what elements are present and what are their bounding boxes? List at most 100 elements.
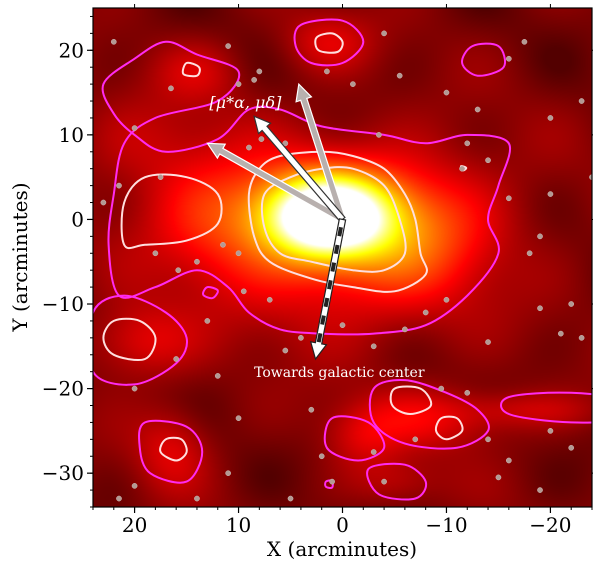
- star-point: [282, 140, 289, 147]
- star-point: [168, 85, 174, 92]
- star-point: [298, 334, 304, 341]
- star-point: [485, 339, 491, 345]
- star-point: [225, 470, 231, 477]
- star-point: [350, 81, 356, 87]
- x-tick-label: −20: [529, 513, 571, 537]
- star-point: [204, 318, 211, 324]
- star-point: [246, 144, 252, 151]
- contour-line: [461, 42, 506, 77]
- proper-motion-label: [μ*α, μδ]: [209, 93, 282, 112]
- star-point: [402, 326, 408, 333]
- star-point: [412, 436, 419, 443]
- star-point: [422, 309, 429, 316]
- contour-line: [159, 436, 188, 462]
- y-tick-label: 10: [59, 123, 84, 147]
- contour-line: [293, 18, 365, 67]
- y-axis-label: Y (arcminutes): [8, 182, 32, 332]
- star-point: [537, 487, 543, 493]
- density-heatmap: [93, 8, 592, 507]
- star-point: [568, 301, 575, 307]
- plot-area: [μ*α, μδ] Towards galactic center 20 10 0 −10…: [42, 4, 593, 537]
- star-point: [116, 182, 122, 189]
- star-point: [157, 174, 164, 181]
- contour-line: [500, 391, 592, 424]
- star-point: [240, 288, 247, 295]
- star-point: [537, 305, 543, 312]
- star-point: [464, 140, 471, 147]
- star-point: [505, 457, 512, 464]
- y-tick-label: −20: [42, 377, 84, 401]
- star-point: [131, 125, 138, 131]
- star-point: [251, 77, 257, 83]
- star-point: [235, 81, 242, 87]
- star-point: [443, 89, 450, 96]
- contour-line: [202, 285, 219, 300]
- contour-line: [247, 150, 428, 293]
- star-point: [547, 115, 554, 121]
- star-point: [485, 157, 491, 164]
- arrow-dash: [320, 315, 326, 325]
- contour-line: [260, 166, 407, 273]
- contour-line: [181, 61, 201, 78]
- star-point: [318, 453, 325, 460]
- star-point: [459, 165, 465, 172]
- star-point: [100, 199, 107, 206]
- contour-line: [323, 415, 386, 462]
- star-point: [258, 136, 265, 142]
- star-point: [220, 241, 226, 248]
- star-point: [152, 250, 159, 257]
- contour-line: [434, 415, 464, 441]
- star-point: [339, 322, 346, 329]
- star-point: [547, 191, 554, 197]
- star-point: [505, 55, 512, 62]
- star-point: [116, 495, 122, 502]
- star-point: [526, 250, 533, 257]
- star-point: [235, 415, 242, 422]
- arrow-gray: [295, 82, 347, 222]
- star-point: [287, 495, 294, 502]
- arrow-dash: [333, 244, 340, 255]
- arrow-dash: [327, 279, 333, 290]
- star-point: [131, 385, 138, 392]
- star-point: [110, 38, 117, 45]
- y-tick-label: −30: [42, 461, 84, 485]
- star-point: [370, 343, 377, 350]
- star-point: [557, 330, 564, 337]
- contour-line: [389, 385, 433, 416]
- star-point: [214, 373, 221, 379]
- contour-line: [93, 294, 188, 386]
- y-tick-label: −10: [42, 292, 84, 316]
- contour-line: [368, 378, 490, 450]
- star-point: [370, 449, 377, 455]
- star-point: [194, 495, 200, 502]
- y-tick-label: 20: [59, 38, 84, 62]
- x-axis-label: X (arcminutes): [267, 537, 417, 561]
- star-point: [282, 347, 289, 354]
- star-point: [443, 296, 450, 303]
- star-point: [194, 258, 200, 265]
- star-point: [521, 38, 528, 45]
- star-point: [589, 174, 592, 181]
- star-point: [376, 132, 382, 138]
- galactic-center-label: Towards galactic center: [254, 365, 425, 381]
- star-point: [537, 233, 543, 240]
- star-point: [578, 334, 585, 341]
- star-point: [173, 356, 180, 362]
- star-point: [474, 106, 481, 113]
- star-point: [485, 436, 491, 443]
- star-point: [438, 385, 445, 392]
- star-point: [329, 478, 335, 485]
- star-point: [505, 195, 512, 202]
- star-point: [381, 30, 387, 37]
- star-point: [324, 68, 330, 75]
- x-tick-label: 10: [226, 513, 251, 537]
- star-point: [568, 444, 575, 451]
- star-point: [235, 250, 242, 257]
- x-tick-label: 0: [336, 513, 349, 537]
- x-tick-label: −10: [425, 513, 467, 537]
- contour-line: [314, 32, 344, 54]
- star-point: [175, 267, 182, 274]
- star-point: [547, 428, 554, 434]
- arrow-dash: [330, 262, 337, 272]
